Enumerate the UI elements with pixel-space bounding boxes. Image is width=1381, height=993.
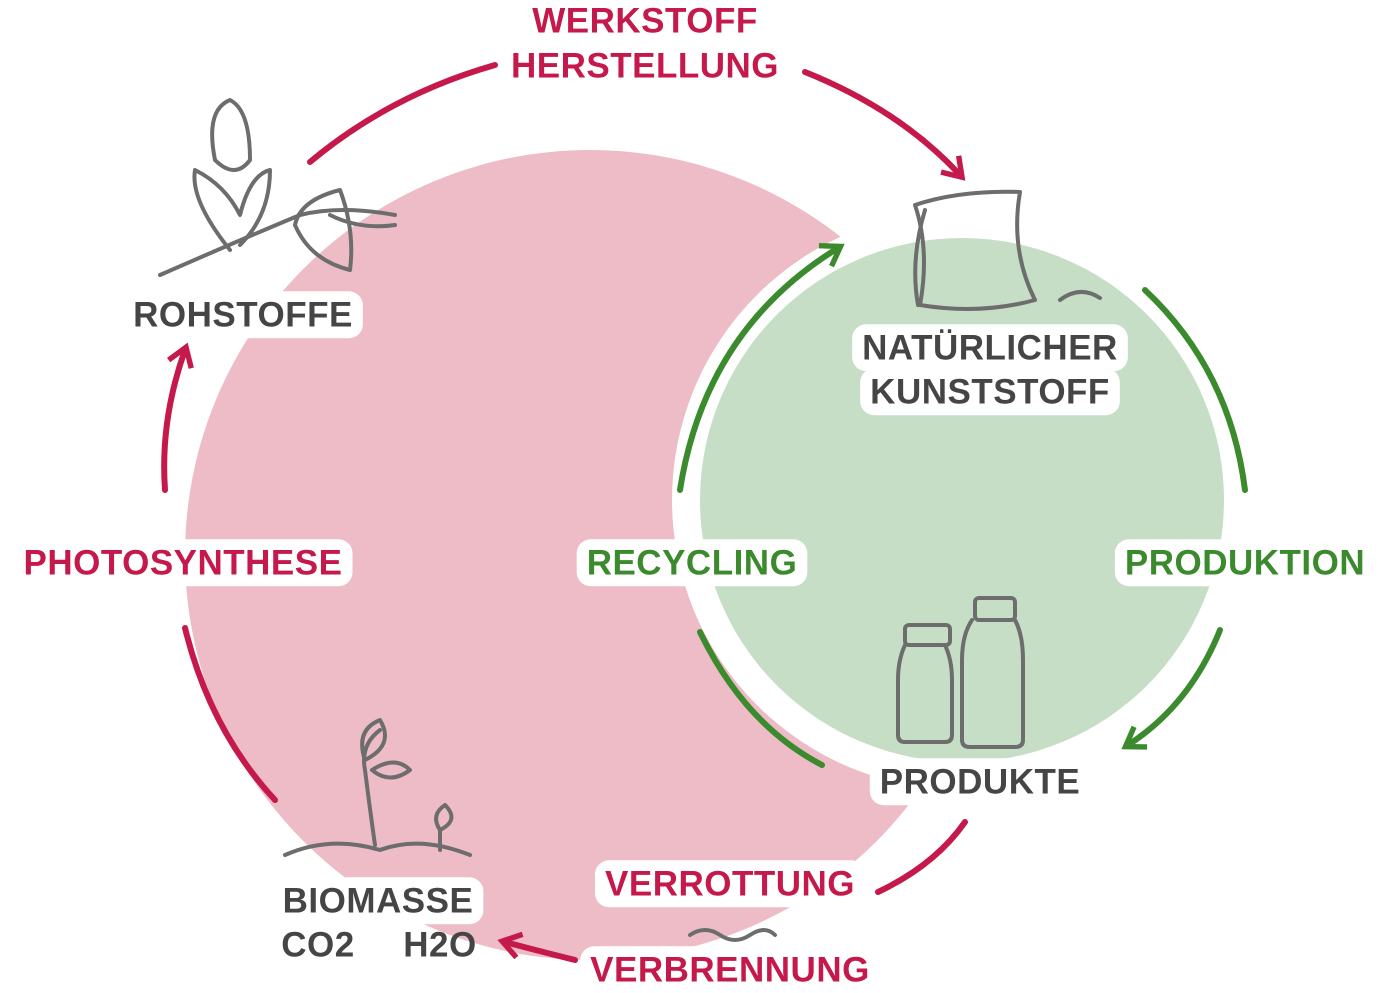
node-label: NATÜRLICHER — [862, 328, 1118, 367]
process-label: PRODUKTION — [1125, 543, 1365, 582]
arc — [878, 822, 965, 892]
process-label: VERBRENNUNG — [590, 950, 870, 989]
node-label: H2O — [403, 925, 476, 964]
node-label: ROHSTOFFE — [133, 295, 353, 334]
process-label: WERKSTOFF — [532, 1, 758, 40]
node-label: KUNSTSTOFF — [870, 372, 1110, 411]
arc — [310, 65, 495, 162]
process-label: VERROTTUNG — [605, 864, 855, 903]
arrow — [805, 72, 960, 175]
arrow — [164, 350, 185, 490]
node-label: PRODUKTE — [880, 762, 1080, 801]
process-label: PHOTOSYNTHESE — [24, 543, 343, 582]
cycle-diagram: WERKSTOFF HERSTELLUNG ROHSTOFFE NATÜRLIC… — [0, 0, 1381, 993]
node-label: BIOMASSE — [283, 881, 474, 920]
process-label: HERSTELLUNG — [511, 46, 779, 85]
process-label: RECYCLING — [587, 543, 798, 582]
node-label: CO2 — [281, 925, 354, 964]
